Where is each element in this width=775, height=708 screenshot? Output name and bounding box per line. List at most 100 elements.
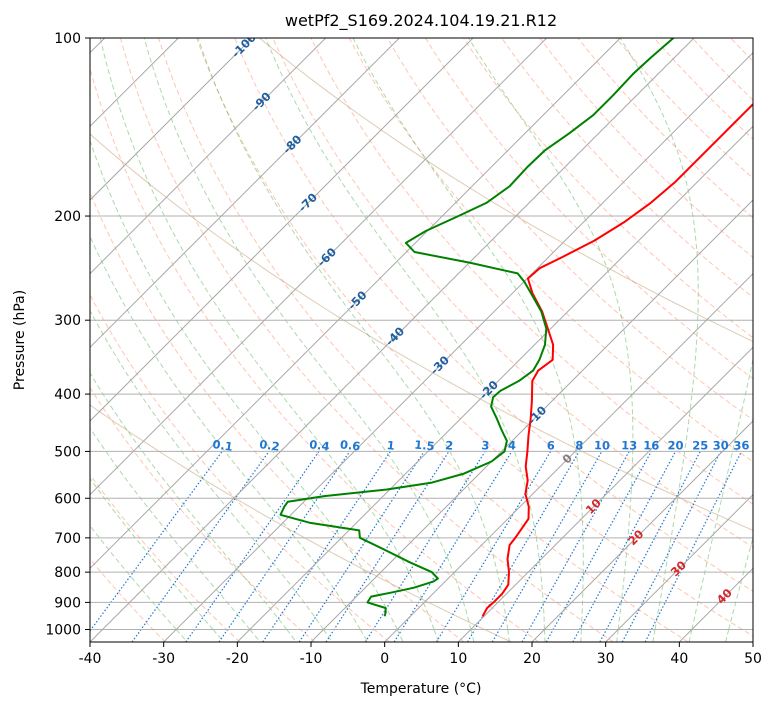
x-tick-label: -20	[226, 651, 249, 667]
moist-adiabat	[652, 629, 656, 642]
plot-frame	[89, 37, 754, 643]
isotherm-line	[678, 567, 753, 642]
moist-adiabat	[619, 38, 699, 630]
mixing-ratio-label: 0.2	[258, 437, 280, 454]
x-tick-label: -40	[79, 651, 102, 667]
dry-adiabat	[653, 38, 753, 140]
mixing-ratio-label: 8	[575, 438, 584, 452]
dry-adiabat	[769, 38, 775, 642]
mixing-ratio-label: 16	[643, 438, 659, 452]
moist-adiabat	[90, 427, 251, 630]
moist-adiabat	[507, 629, 510, 642]
mixing-ratio-line	[131, 451, 270, 642]
moist-adiabat	[143, 38, 472, 630]
isotherm-label: 40	[714, 586, 735, 607]
mixing-ratio-line	[185, 451, 320, 642]
mixing-ratio-label: 1.5	[414, 438, 436, 454]
moist-adiabat	[616, 629, 619, 642]
y-axis-label: Pressure (hPa)	[12, 290, 28, 390]
y-tick-label: 500	[54, 444, 81, 460]
dry-adiabat	[90, 386, 316, 642]
dry-adiabat	[386, 38, 753, 421]
dry-adiabat	[158, 38, 689, 642]
isotherm-label: 10	[583, 496, 604, 517]
mixing-ratio-label: 20	[668, 438, 684, 452]
mixing-ratio-line	[491, 451, 603, 642]
mixing-ratio-labels: 0.1 0.2 0.4 0.6 1 1.5 2 3 4 6 8 10 13 16 20 25 30 36	[212, 437, 750, 454]
moist-adiabat	[544, 629, 546, 642]
isotherm-line	[605, 493, 753, 642]
plot-area: -100-90-80-70-60-50-40-30-20-10010203040…	[90, 30, 775, 642]
y-tick-label: 200	[54, 209, 81, 225]
isotherm-line	[384, 272, 753, 642]
moist-adiabat	[688, 629, 693, 642]
y-tick-label: 1000	[45, 622, 81, 638]
x-axis-label: Temperature (°C)	[360, 681, 482, 697]
y-tick-label: 900	[54, 595, 81, 611]
moist-adiabat	[323, 629, 333, 642]
dry-adiabat	[119, 38, 614, 642]
sounding-profiles	[279, 38, 753, 617]
moist-adiabat	[728, 535, 753, 630]
dry-adiabat	[234, 38, 753, 592]
x-axis: -40 -30 -20 -10 0 10 20 30 40 50	[79, 642, 762, 667]
y-tick-label: 700	[54, 531, 81, 547]
mixing-ratio-label: 0.1	[212, 437, 234, 454]
dry-adiabat	[691, 38, 753, 101]
moist-adiabat	[90, 477, 214, 630]
moist-adiabat	[468, 38, 634, 630]
x-tick-label: 50	[744, 651, 762, 667]
mixing-ratio-label: 4	[508, 438, 517, 452]
moist-adiabat	[249, 629, 261, 642]
mixing-ratio-label: 36	[733, 438, 749, 452]
moist-adiabat	[352, 38, 584, 630]
mixing-ratio-line	[298, 451, 425, 642]
y-tick-label: 400	[54, 387, 81, 403]
mixing-ratio-label: 10	[594, 438, 610, 453]
x-tick-label: 0	[380, 651, 389, 667]
dry-adiabat	[272, 38, 753, 548]
moist-adiabat	[90, 235, 361, 630]
dewpoint-profile	[279, 38, 675, 617]
moist-adiabat	[265, 38, 545, 630]
theta-curves	[90, 38, 753, 642]
isotherm-line	[531, 420, 753, 642]
y-tick-label: 100	[54, 31, 81, 47]
mixing-ratio-label: 30	[713, 438, 729, 452]
mixing-ratio-line	[521, 451, 630, 642]
moist-adiabat	[197, 38, 509, 630]
x-tick-label: -10	[300, 651, 323, 667]
pressure-gridlines	[90, 38, 753, 630]
mixing-ratio-line	[90, 451, 223, 632]
dry-adiabat	[348, 38, 753, 463]
mixing-ratio-label: 13	[621, 438, 637, 452]
moist-adiabat	[396, 629, 404, 642]
isotherm-line	[90, 38, 253, 201]
isotherm-line	[90, 38, 327, 275]
theta-curve	[259, 38, 753, 343]
isotherm-line	[236, 125, 753, 642]
isotherm-label: -100	[229, 30, 259, 60]
x-tick-label: 20	[523, 651, 541, 667]
theta-curve	[90, 404, 512, 642]
mixing-ratio-label: 0.4	[308, 437, 330, 453]
moist-adiabat	[90, 372, 288, 630]
mixing-ratio-label: 0.6	[339, 437, 361, 453]
moist-adiabat	[725, 629, 730, 642]
isotherm-label: 30	[668, 558, 689, 579]
dry-adiabat	[90, 191, 465, 642]
moist-adiabat	[212, 629, 225, 642]
moist-adiabat	[691, 356, 753, 630]
dry-adiabat	[90, 558, 166, 642]
isotherm-line	[90, 38, 621, 570]
mixing-ratio-label: 3	[481, 438, 490, 453]
mixing-ratio-label: 25	[692, 438, 708, 452]
dry-adiabat	[424, 38, 753, 380]
moist-adiabat	[286, 629, 297, 642]
mixing-ratio-line	[621, 451, 722, 642]
temperature-profile	[481, 103, 753, 617]
dry-adiabat	[90, 66, 540, 642]
moist-adiabat	[99, 38, 435, 630]
moist-adiabat	[90, 139, 398, 630]
isotherm-line	[90, 38, 474, 422]
